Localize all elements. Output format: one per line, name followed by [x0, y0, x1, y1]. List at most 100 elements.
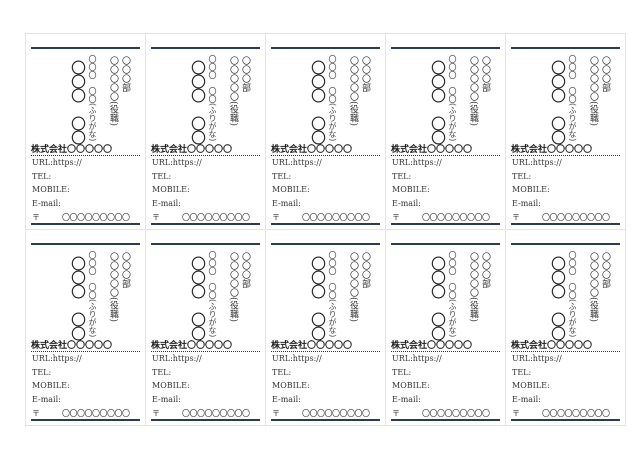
department: 〇〇〇部: [120, 252, 130, 288]
email-line: E-mail:: [32, 199, 61, 208]
job-title: 〇〇〇〇〇(役職): [108, 56, 118, 127]
top-accent-line: [511, 47, 620, 49]
person-name: 〇〇〇 〇〇: [429, 60, 447, 144]
job-title: 〇〇〇〇〇(役職): [348, 252, 358, 323]
email-line: E-mail:: [272, 395, 301, 404]
email-line: E-mail:: [152, 395, 181, 404]
bottom-accent-line: [271, 223, 380, 225]
email-line: E-mail:: [512, 395, 541, 404]
job-title: 〇〇〇〇〇(役職): [468, 56, 478, 127]
url-line: URL:https://: [272, 354, 322, 363]
business-card: 〇〇〇部 〇〇〇〇〇(役職) 〇〇〇 〇〇(ふりがな) 〇〇〇 〇〇 株式会社〇…: [266, 230, 386, 426]
url-line: URL:https://: [512, 158, 562, 167]
tel-line: TEL:: [392, 368, 412, 377]
job-title: 〇〇〇〇〇(役職): [588, 56, 598, 127]
email-line: E-mail:: [512, 199, 541, 208]
bottom-accent-line: [31, 223, 140, 225]
address: 〇〇〇〇〇〇〇〇〇: [542, 213, 610, 222]
tel-line: TEL:: [152, 368, 172, 377]
address: 〇〇〇〇〇〇〇〇〇: [182, 213, 250, 222]
name-furigana: 〇〇〇 〇〇(ふりがな): [208, 251, 217, 338]
url-line: URL:https://: [392, 354, 442, 363]
top-accent-line: [31, 47, 140, 49]
business-card: 〇〇〇部 〇〇〇〇〇(役職) 〇〇〇 〇〇(ふりがな) 〇〇〇 〇〇 株式会社〇…: [146, 230, 266, 426]
tel-line: TEL:: [512, 368, 532, 377]
dotted-divider: [151, 351, 260, 352]
department: 〇〇〇部: [360, 252, 370, 288]
dotted-divider: [31, 351, 140, 352]
name-furigana: 〇〇〇 〇〇(ふりがな): [568, 251, 577, 338]
name-furigana: 〇〇〇 〇〇(ふりがな): [208, 55, 217, 142]
name-furigana: 〇〇〇 〇〇(ふりがな): [88, 251, 97, 338]
tel-line: TEL:: [32, 368, 52, 377]
department: 〇〇〇部: [120, 56, 130, 92]
person-name: 〇〇〇 〇〇: [309, 256, 327, 340]
url-line: URL:https://: [32, 158, 82, 167]
person-name: 〇〇〇 〇〇: [189, 60, 207, 144]
business-card: 〇〇〇部 〇〇〇〇〇(役職) 〇〇〇 〇〇(ふりがな) 〇〇〇 〇〇 株式会社〇…: [506, 230, 626, 426]
business-card: 〇〇〇部 〇〇〇〇〇(役職) 〇〇〇 〇〇(ふりがな) 〇〇〇 〇〇 株式会社〇…: [266, 34, 386, 230]
address: 〇〇〇〇〇〇〇〇〇: [62, 409, 130, 418]
address: 〇〇〇〇〇〇〇〇〇: [422, 409, 490, 418]
postal-mark: 〒: [152, 409, 160, 418]
mobile-line: MOBILE:: [512, 381, 550, 390]
address: 〇〇〇〇〇〇〇〇〇: [182, 409, 250, 418]
url-line: URL:https://: [32, 354, 82, 363]
dotted-divider: [151, 155, 260, 156]
address: 〇〇〇〇〇〇〇〇〇: [542, 409, 610, 418]
email-line: E-mail:: [392, 395, 421, 404]
business-card: 〇〇〇部 〇〇〇〇〇(役職) 〇〇〇 〇〇(ふりがな) 〇〇〇 〇〇 株式会社〇…: [386, 230, 506, 426]
postal-mark: 〒: [512, 213, 520, 222]
dotted-divider: [31, 155, 140, 156]
mobile-line: MOBILE:: [32, 381, 70, 390]
bottom-accent-line: [391, 223, 500, 225]
person-name: 〇〇〇 〇〇: [549, 256, 567, 340]
top-accent-line: [151, 243, 260, 245]
mobile-line: MOBILE:: [392, 185, 430, 194]
name-furigana: 〇〇〇 〇〇(ふりがな): [448, 55, 457, 142]
postal-mark: 〒: [152, 213, 160, 222]
postal-mark: 〒: [392, 213, 400, 222]
company-name: 株式会社〇〇〇〇〇: [391, 341, 473, 351]
person-name: 〇〇〇 〇〇: [69, 60, 87, 144]
job-title: 〇〇〇〇〇(役職): [108, 252, 118, 323]
top-accent-line: [31, 243, 140, 245]
business-card: 〇〇〇部 〇〇〇〇〇(役職) 〇〇〇 〇〇(ふりがな) 〇〇〇 〇〇 株式会社〇…: [146, 34, 266, 230]
top-accent-line: [151, 47, 260, 49]
bottom-accent-line: [511, 419, 620, 421]
mobile-line: MOBILE:: [392, 381, 430, 390]
tel-line: TEL:: [272, 368, 292, 377]
dotted-divider: [391, 155, 500, 156]
company-name: 株式会社〇〇〇〇〇: [31, 145, 113, 155]
name-furigana: 〇〇〇 〇〇(ふりがな): [568, 55, 577, 142]
company-name: 株式会社〇〇〇〇〇: [31, 341, 113, 351]
url-line: URL:https://: [152, 158, 202, 167]
address: 〇〇〇〇〇〇〇〇〇: [62, 213, 130, 222]
business-card-sheet: 〇〇〇部 〇〇〇〇〇(役職) 〇〇〇 〇〇(ふりがな) 〇〇〇 〇〇 株式会社〇…: [25, 33, 626, 427]
tel-line: TEL:: [152, 172, 172, 181]
address: 〇〇〇〇〇〇〇〇〇: [302, 213, 370, 222]
url-line: URL:https://: [512, 354, 562, 363]
address: 〇〇〇〇〇〇〇〇〇: [422, 213, 490, 222]
postal-mark: 〒: [272, 213, 280, 222]
department: 〇〇〇部: [480, 252, 490, 288]
person-name: 〇〇〇 〇〇: [429, 256, 447, 340]
tel-line: TEL:: [32, 172, 52, 181]
tel-line: TEL:: [512, 172, 532, 181]
mobile-line: MOBILE:: [272, 185, 310, 194]
company-name: 株式会社〇〇〇〇〇: [151, 341, 233, 351]
department: 〇〇〇部: [600, 252, 610, 288]
dotted-divider: [511, 155, 620, 156]
person-name: 〇〇〇 〇〇: [549, 60, 567, 144]
name-furigana: 〇〇〇 〇〇(ふりがな): [328, 55, 337, 142]
company-name: 株式会社〇〇〇〇〇: [151, 145, 233, 155]
tel-line: TEL:: [272, 172, 292, 181]
bottom-accent-line: [151, 223, 260, 225]
mobile-line: MOBILE:: [512, 185, 550, 194]
department: 〇〇〇部: [240, 252, 250, 288]
name-furigana: 〇〇〇 〇〇(ふりがな): [328, 251, 337, 338]
postal-mark: 〒: [272, 409, 280, 418]
top-accent-line: [271, 243, 380, 245]
job-title: 〇〇〇〇〇(役職): [588, 252, 598, 323]
company-name: 株式会社〇〇〇〇〇: [391, 145, 473, 155]
